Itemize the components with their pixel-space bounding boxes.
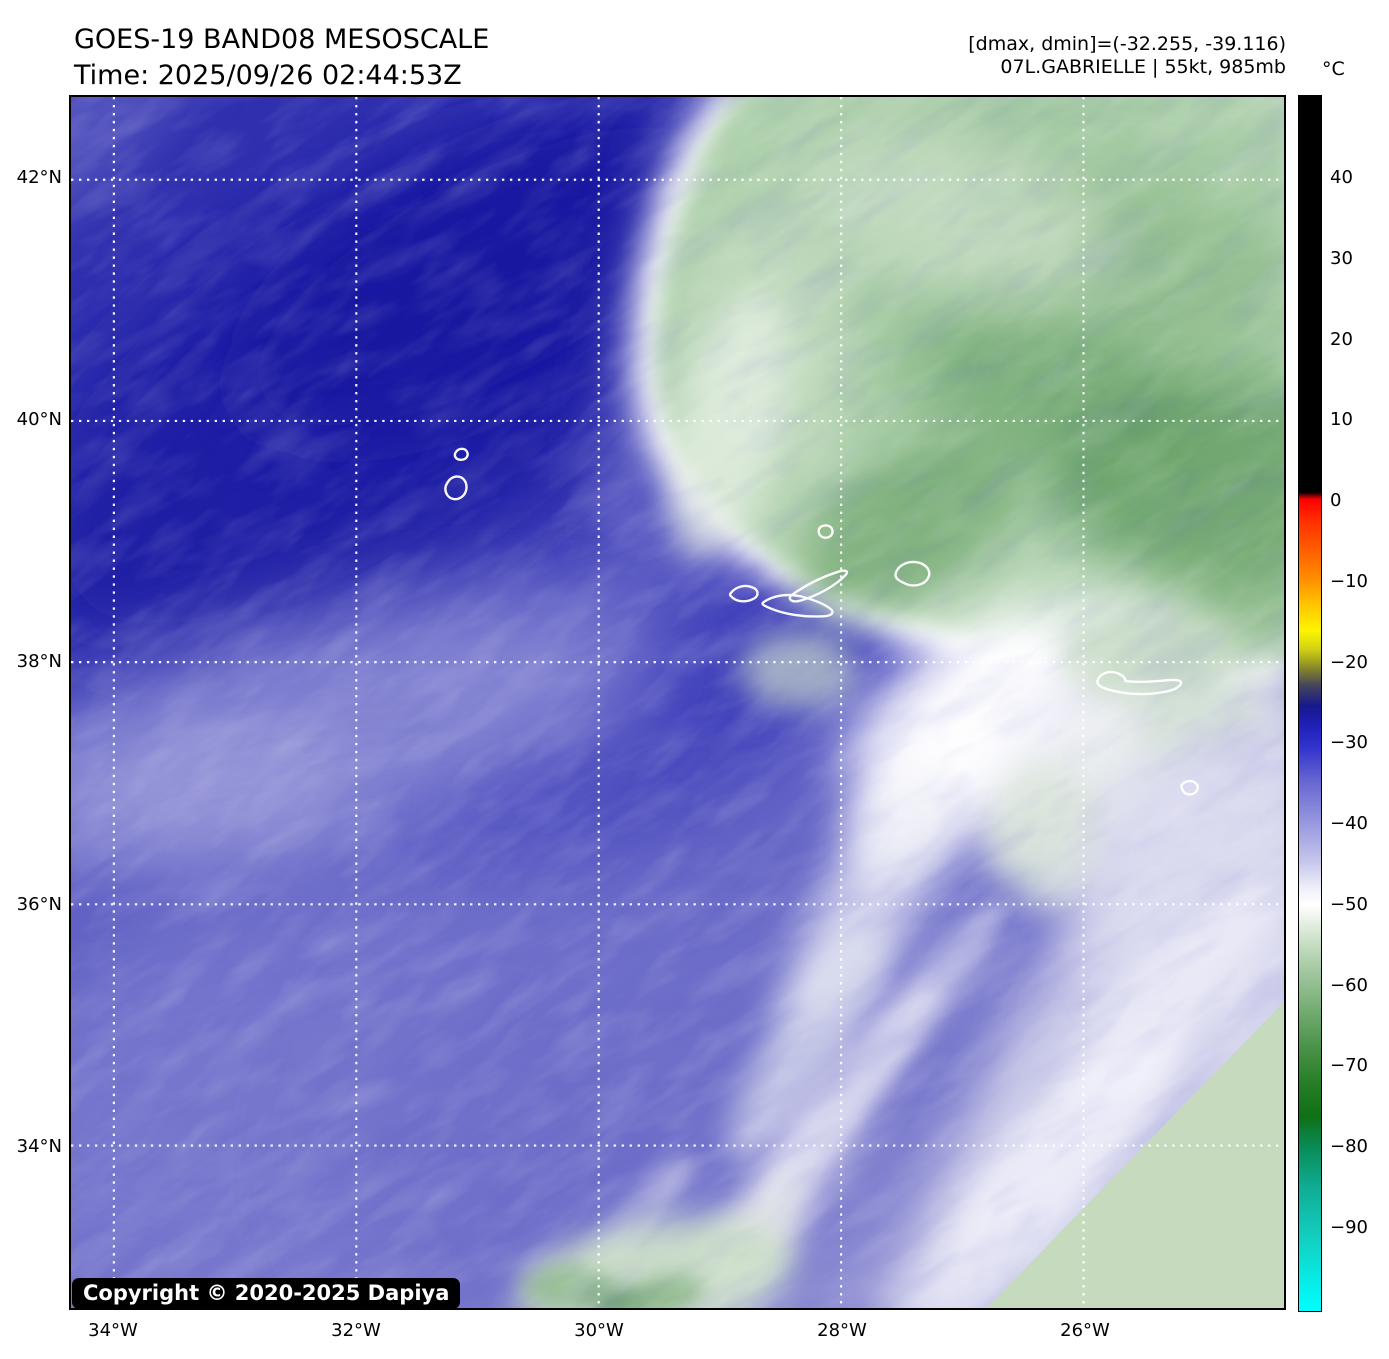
product-time: Time: 2025/09/26 02:44:53Z <box>74 60 462 91</box>
no-data-corner <box>986 1002 1284 1308</box>
island-outlines <box>444 447 1199 796</box>
copyright-badge: Copyright © 2020-2025 Dapiya <box>72 1278 461 1309</box>
lon-tick-label: 28°W <box>817 1320 867 1341</box>
colorbar-tick-label: −60 <box>1330 975 1368 996</box>
colorbar-tick-label: −40 <box>1330 813 1368 834</box>
island-terceira <box>894 560 931 587</box>
lat-tick-label: 38°N <box>16 651 62 672</box>
colorbar-tick-label: −30 <box>1330 732 1368 753</box>
lon-tick-label: 34°W <box>88 1320 138 1341</box>
graticule-gridlines <box>71 97 1284 1308</box>
product-title: GOES-19 BAND08 MESOSCALE <box>74 24 490 55</box>
dmax-dmin-readout: [dmax, dmin]=(-32.255, -39.116) <box>968 33 1286 55</box>
lat-tick-label: 40°N <box>16 409 62 430</box>
island-pico <box>761 593 834 618</box>
colorbar-tick-label: 10 <box>1330 409 1353 430</box>
island-corvo <box>453 447 469 461</box>
colorbar-tick-label: −80 <box>1330 1136 1368 1157</box>
satellite-imagery <box>71 97 1284 1308</box>
colorbar-tick-label: −10 <box>1330 571 1368 592</box>
satellite-map <box>69 95 1286 1310</box>
colorbar-unit-label: °C <box>1322 58 1345 80</box>
colorbar-tick-label: 0 <box>1330 490 1342 511</box>
colorbar-tick-label: 30 <box>1330 248 1353 269</box>
noise-texture <box>71 97 1284 1308</box>
info-block: [dmax, dmin]=(-32.255, -39.116) 07L.GABR… <box>968 33 1286 79</box>
colorbar-tick-label: −20 <box>1330 652 1368 673</box>
lon-tick-label: 32°W <box>331 1320 381 1341</box>
island-sao-jorge <box>788 569 849 603</box>
lat-tick-label: 36°N <box>16 894 62 915</box>
colorbar-tick-label: −90 <box>1330 1217 1368 1238</box>
colorbar-tick-label: 40 <box>1330 167 1353 188</box>
lat-tick-label: 42°N <box>16 167 62 188</box>
lon-tick-label: 26°W <box>1060 1320 1110 1341</box>
island-santa-maria <box>1180 779 1199 796</box>
colorbar-gradient <box>1298 95 1322 1312</box>
colorbar-tick-label: 20 <box>1330 329 1353 350</box>
colorbar-tick-label: −70 <box>1330 1055 1368 1076</box>
island-sao-miguel <box>1096 670 1183 696</box>
island-graciosa <box>817 524 834 539</box>
lat-tick-label: 34°N <box>16 1136 62 1157</box>
title-block: GOES-19 BAND08 MESOSCALE Time: 2025/09/2… <box>74 22 489 94</box>
lon-tick-label: 30°W <box>574 1320 624 1341</box>
island-faial <box>728 584 759 603</box>
colorbar-tick-label: −50 <box>1330 894 1368 915</box>
island-flores <box>444 475 468 501</box>
storm-info: 07L.GABRIELLE | 55kt, 985mb <box>1000 56 1286 78</box>
